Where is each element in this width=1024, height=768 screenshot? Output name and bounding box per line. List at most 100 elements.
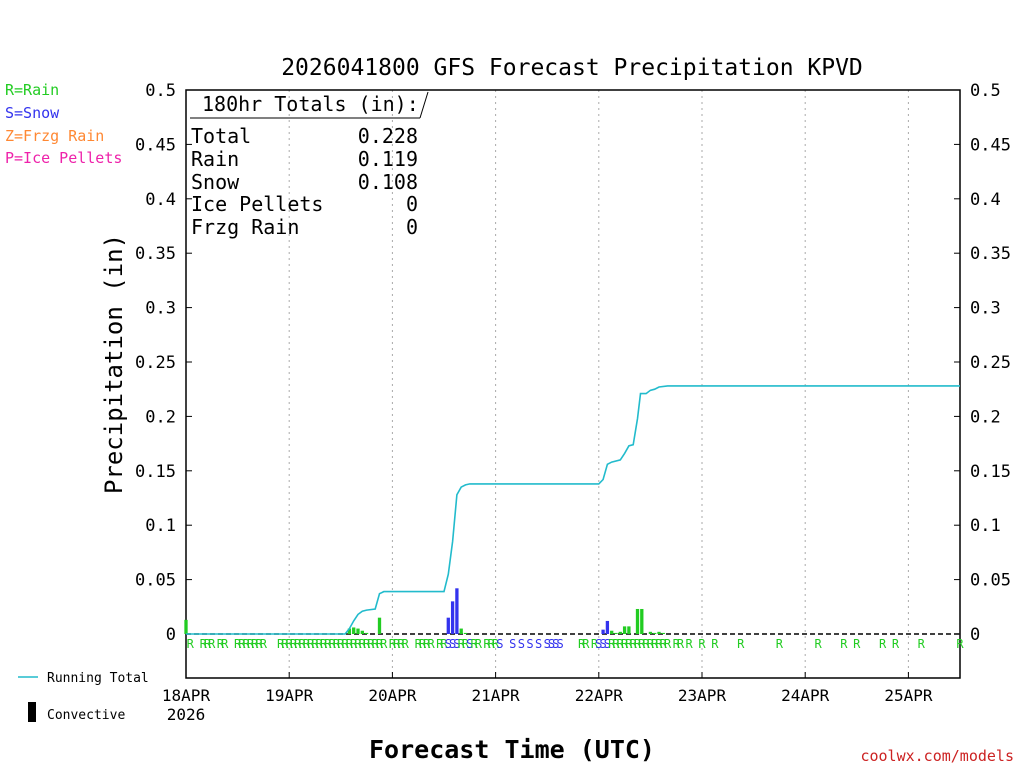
legend-convective-swatch [28,702,36,722]
marker-rain: R [255,637,263,651]
y-tick-left: 0.3 [145,299,176,319]
marker-rain: R [612,637,620,651]
marker-rain: R [956,637,964,651]
totals-value-total: 0.228 [358,124,418,148]
marker-snow: S [595,637,602,651]
y-tick-right: 0.3 [970,299,1001,319]
marker-rain: R [415,637,423,651]
totals-diagonal [419,91,429,119]
credit-text: coolwx.com/models [860,747,1014,765]
legend-frzg-rain: Z=Frzg Rain [5,127,104,145]
y-tick-right: 0.35 [970,244,1011,264]
marker-snow: S [544,637,551,651]
totals-value-rain: 0.119 [358,147,418,171]
marker-rain: R [363,637,371,651]
marker-rain: R [367,637,375,651]
bar-rain-h105 [635,608,640,634]
marker-rain: R [582,637,590,651]
marker-rain: R [685,637,693,651]
bar-rain-h99 [610,630,614,634]
y-tick-left: 0 [166,625,176,645]
bar-rain-h65 [463,632,468,634]
marker-rain: R [436,637,444,651]
marker-rain: R [621,637,629,651]
marker-rain: R [307,637,315,651]
x-tick-20apr: 20APR [368,686,417,705]
marker-rain: R [737,637,745,651]
bar-rain-h106 [640,608,644,634]
marker-rain: R [234,637,242,651]
y-tick-right: 0.05 [970,571,1011,591]
marker-snow: S [526,637,533,651]
bar-rain-h64 [459,628,463,634]
y-axis-title: Precipitation (in) [100,234,128,494]
x-tick-22apr: 22APR [575,686,624,705]
marker-rain: R [711,637,719,651]
bar-rain-h100 [614,632,618,634]
marker-rain: R [397,637,405,651]
totals-value-frzg-rain: 0 [406,215,418,239]
marker-rain: R [277,637,285,651]
y-tick-right: 0.2 [970,407,1001,427]
y-tick-right: 0.5 [970,81,1001,101]
legend-snow: S=Snow [5,104,60,122]
marker-rain: R [316,637,324,651]
legend-rain: R=Rain [5,81,59,99]
marker-rain: R [630,637,638,651]
marker-rain: R [892,637,900,651]
bar-rain-h103 [627,626,631,634]
bar-rain-h101 [618,631,622,634]
bar-snow-h63 [455,588,459,634]
bar-rain-h45 [377,617,382,634]
marker-snow: S [604,637,611,651]
bar-snow-h98 [605,620,610,634]
marker-snow: S [453,637,460,651]
marker-rain: R [238,637,246,651]
marker-rain: R [591,637,599,651]
marker-snow: S [548,637,555,651]
x-tick-18apr: 18APR [162,686,211,705]
marker-rain: R [776,637,784,651]
marker-rain: R [204,637,212,651]
marker-rain: R [483,637,491,651]
marker-rain: R [814,637,822,651]
y-axis-right: 0 0.05 0.1 0.15 0.2 0.25 0.3 0.35 0.4 0.45 0.5 [954,81,1011,645]
totals-label-frzg-rain: Frzg Rain [191,215,299,239]
marker-rain: R [462,637,470,651]
marker-rain: R [217,637,225,651]
bar-rain-h109 [653,632,657,634]
bar-rain-h108 [648,631,653,634]
marker-rain: R [475,637,483,651]
marker-rain: R [350,637,358,651]
marker-rain: R [389,637,397,651]
marker-rain: R [879,637,887,651]
marker-rain: R [647,637,655,651]
marker-rain: R [208,637,216,651]
x-year-label: 2026 [167,705,206,724]
y-tick-left: 0.05 [135,571,176,591]
x-axis: 18APR 19APR 20APR 21APR 22APR 23APR 24APR 25APR [162,672,933,705]
marker-rain: R [337,637,345,651]
bar-rain-h110 [657,631,661,634]
totals-heading: 180hr Totals (in): [202,92,419,116]
marker-rain: R [440,637,448,651]
marker-rain: R [642,637,650,651]
y-tick-left: 0.1 [145,516,176,536]
marker-rain: R [359,637,367,651]
marker-snow: S [449,637,456,651]
marker-rain: R [578,637,586,651]
y-tick-left: 0.35 [135,244,176,264]
marker-rain: R [341,637,349,651]
marker-rain: R [333,637,341,651]
bar-rain-h38 [347,628,352,634]
marker-rain: R [458,637,466,651]
bar-snow-h97 [601,629,605,634]
marker-rain: R [311,637,319,651]
bar-rain-h42 [364,632,369,634]
y-tick-left: 0.5 [145,81,176,101]
y-tick-right: 0.25 [970,353,1011,373]
marker-rain: R [470,637,478,651]
marker-rain: R [402,637,410,651]
marker-rain: R [840,637,848,651]
y-tick-left: 0.15 [135,462,176,482]
